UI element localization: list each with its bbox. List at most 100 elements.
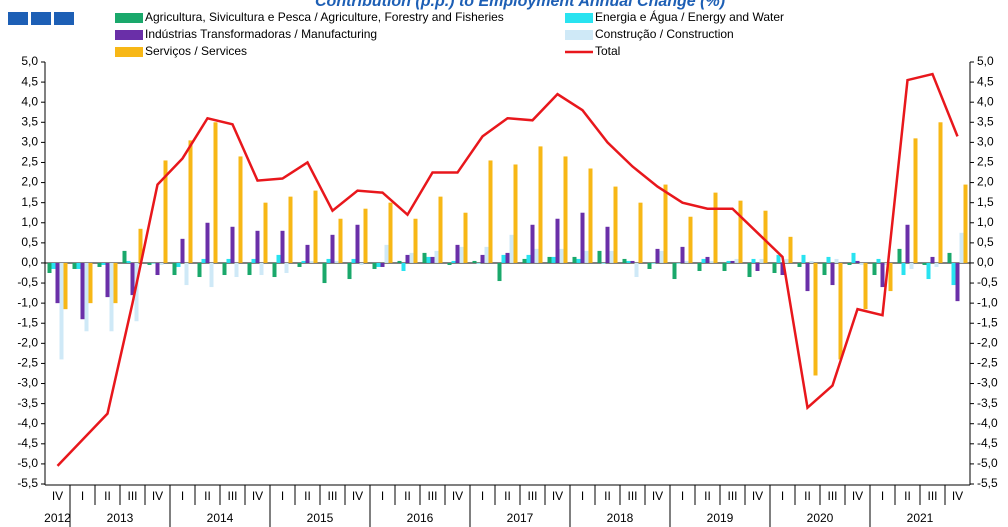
bar [355, 224, 360, 263]
bar [855, 260, 860, 263]
bar [572, 256, 577, 263]
x-tick-label: II [704, 489, 711, 503]
bar [334, 260, 339, 263]
y-tick-label: 1,5 [21, 195, 38, 209]
bar [897, 248, 902, 263]
y-tick-label: 0,0 [21, 255, 38, 269]
bar [959, 232, 964, 263]
y2-tick-label: -1,0 [977, 295, 998, 309]
bar [880, 262, 885, 288]
y2-tick-label: -2,0 [977, 336, 998, 350]
bar [963, 184, 968, 263]
x-tick-label: IV [152, 489, 163, 503]
y-tick-label: -5,0 [17, 456, 38, 470]
bar [513, 164, 518, 263]
bar [297, 262, 302, 267]
bar [809, 260, 814, 263]
x-tick-label: II [504, 489, 511, 503]
bar [351, 258, 356, 263]
bar [105, 262, 110, 298]
y-tick-label: -4,0 [17, 416, 38, 430]
x-tick-label: IV [452, 489, 463, 503]
y-tick-label: 4,0 [21, 94, 38, 108]
x-tick-label: I [781, 489, 784, 503]
x-tick-label: I [481, 489, 484, 503]
bar [255, 230, 260, 263]
bar [805, 262, 810, 292]
bar [184, 262, 189, 286]
bar [234, 262, 239, 278]
legend-swatch [565, 30, 593, 40]
bar [251, 258, 256, 263]
legend-swatch [115, 30, 143, 40]
bar [72, 262, 77, 269]
bar [497, 262, 502, 282]
bar [938, 122, 943, 263]
bar [530, 224, 535, 263]
bar [284, 262, 289, 273]
y-tick-label: -4,5 [17, 436, 38, 450]
y2-tick-label: 0,0 [977, 255, 994, 269]
bar [680, 246, 685, 263]
year-label: 2019 [707, 511, 734, 525]
x-tick-label: IV [652, 489, 663, 503]
bar [797, 262, 802, 267]
y2-tick-label: -4,0 [977, 416, 998, 430]
bar [538, 146, 543, 263]
bar [397, 260, 402, 263]
bar [205, 222, 210, 263]
bar [659, 250, 664, 263]
year-label: 2020 [807, 511, 834, 525]
y-tick-label: -3,0 [17, 376, 38, 390]
legend-label: Energia e Água / Energy and Water [595, 9, 784, 24]
bar [488, 160, 493, 263]
bar [830, 262, 835, 286]
bar [709, 260, 714, 263]
bar [813, 262, 818, 376]
bar [634, 262, 639, 278]
bar [413, 218, 418, 263]
bar [701, 258, 706, 263]
bar [884, 262, 889, 265]
bar [534, 248, 539, 263]
bar [313, 190, 318, 263]
bar [159, 262, 164, 265]
bar [113, 262, 118, 304]
bar [784, 258, 789, 263]
bar [347, 262, 352, 280]
bar [122, 250, 127, 263]
x-tick-label: II [104, 489, 111, 503]
x-tick-label: II [304, 489, 311, 503]
y2-tick-label: 4,0 [977, 94, 994, 108]
bar [438, 196, 443, 263]
bar [172, 262, 177, 276]
x-tick-label: I [581, 489, 584, 503]
bar [647, 262, 652, 269]
bar [151, 262, 156, 264]
y-tick-label: -2,5 [17, 356, 38, 370]
y2-tick-label: -4,5 [977, 436, 998, 450]
legend-label: Indústrias Transformadoras / Manufacturi… [145, 27, 377, 41]
bar [363, 208, 368, 263]
bar [263, 202, 268, 263]
y-tick-label: 1,0 [21, 215, 38, 229]
x-tick-label: III [127, 489, 137, 503]
legend-swatch [565, 13, 593, 23]
bar [84, 262, 89, 332]
bar [930, 256, 935, 263]
bar [501, 254, 506, 263]
y-tick-label: 0,5 [21, 235, 38, 249]
bar [747, 262, 752, 278]
bar [672, 262, 677, 280]
bar [238, 156, 243, 263]
y2-tick-label: 5,0 [977, 54, 994, 68]
bar [309, 260, 314, 263]
bar [472, 260, 477, 263]
year-label: 2015 [307, 511, 334, 525]
bar [201, 258, 206, 263]
x-tick-label: III [227, 489, 237, 503]
bar [197, 262, 202, 278]
x-tick-label: II [204, 489, 211, 503]
bar [888, 262, 893, 292]
x-tick-label: IV [752, 489, 763, 503]
